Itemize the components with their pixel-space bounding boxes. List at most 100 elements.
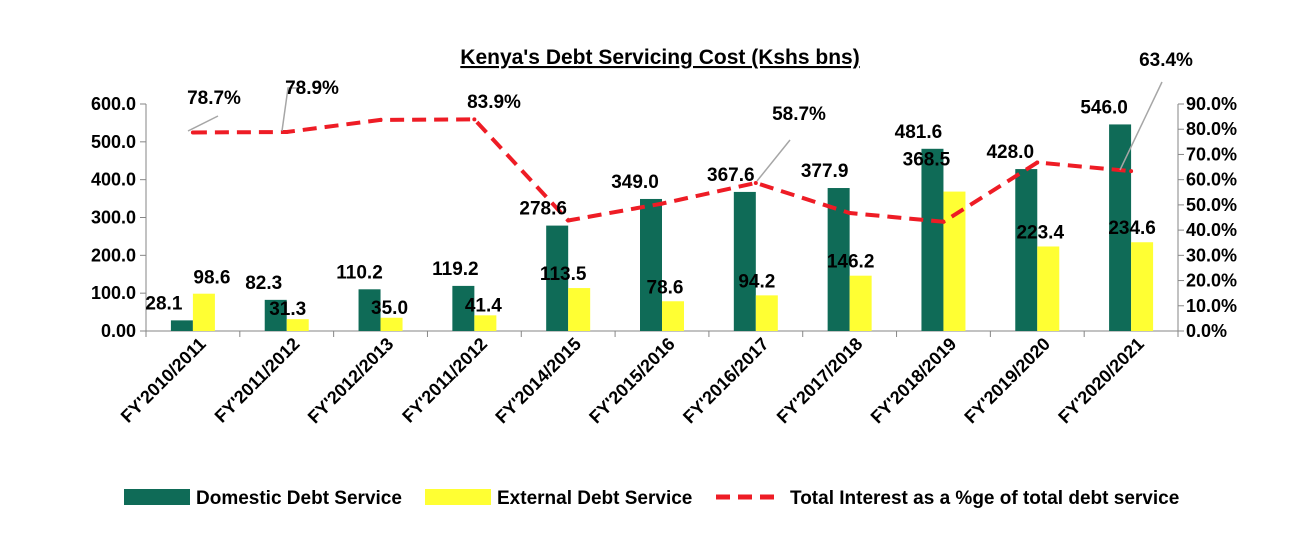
external-data-label: 94.2: [738, 271, 775, 292]
interest-point: [190, 130, 195, 135]
interest-data-label: 78.9%: [285, 78, 339, 99]
y-right-tick-label: 90.0%: [1186, 94, 1237, 114]
domestic-data-label: 82.3: [245, 273, 282, 294]
x-tick-label: FY'2011/2012: [398, 334, 491, 427]
x-tick-label: FY'2012/2013: [304, 334, 398, 428]
external-data-label: 113.5: [540, 264, 587, 285]
interest-line: [190, 117, 1134, 224]
external-data-label: 223.4: [1016, 222, 1064, 243]
y-left-tick-label: 200.0: [91, 245, 136, 265]
legend-swatch-external: [425, 489, 491, 505]
y-right-tick-label: 20.0%: [1186, 271, 1237, 291]
external-data-label: 146.2: [827, 252, 875, 273]
external-data-label: 234.6: [1108, 218, 1156, 239]
y-right-tick-label: 60.0%: [1186, 170, 1237, 190]
interest-data-label: 58.7%: [772, 104, 826, 125]
external-bar: [849, 275, 872, 331]
interest-label-leader: [187, 115, 219, 132]
domestic-data-label: 546.0: [1080, 97, 1128, 118]
domestic-bar: [452, 285, 475, 331]
x-tick-label: FY'2015/2016: [585, 334, 679, 428]
data-labels: 28.1 82.3 110.2 119.2 278.6 349.0 367.6 377.9 48…: [145, 50, 1193, 320]
domestic-data-label: 28.1: [145, 293, 182, 314]
y-right-tick-label: 70.0%: [1186, 144, 1237, 164]
interest-point: [847, 210, 852, 215]
legend-label-interest: Total Interest as a %ge of total debt se…: [790, 488, 1179, 509]
y-left-tick-label: 300.0: [91, 208, 136, 228]
domestic-bar: [921, 148, 944, 331]
interest-point: [753, 180, 758, 185]
legend-label-external: External Debt Service: [497, 488, 692, 509]
domestic-bar: [1109, 124, 1132, 332]
domestic-data-label: 119.2: [432, 259, 479, 280]
external-data-label: 78.6: [647, 277, 684, 298]
interest-point: [472, 117, 477, 122]
external-bar: [1131, 242, 1154, 331]
external-bar: [286, 319, 309, 331]
y-left-tick-label: 100.0: [91, 283, 136, 303]
x-tick-label: FY'2016/2017: [679, 334, 773, 428]
domestic-data-label: 349.0: [611, 172, 659, 193]
legend-label-domestic: Domestic Debt Service: [196, 488, 402, 509]
x-tick-label: FY'2020/2021: [1054, 334, 1148, 428]
y-left-tick-label: 400.0: [91, 170, 136, 190]
domestic-data-label: 367.6: [707, 165, 755, 186]
x-tick-label: FY'2019/2020: [960, 334, 1054, 428]
domestic-bar: [546, 225, 569, 331]
domestic-bar: [733, 191, 756, 331]
interest-point: [378, 117, 383, 122]
interest-point: [660, 201, 664, 206]
x-tick-label: FY'2018/2019: [867, 334, 961, 428]
external-bar: [662, 301, 684, 331]
interest-label-leader: [1119, 81, 1163, 171]
external-data-label: 31.3: [269, 299, 306, 320]
domestic-data-label: 481.6: [895, 122, 943, 143]
external-bar: [1037, 246, 1060, 331]
external-bar: [474, 315, 497, 331]
y-left-tick-label: 0.00: [101, 321, 136, 341]
external-data-label: 41.4: [465, 295, 502, 316]
interest-point: [1129, 169, 1134, 174]
domestic-bar: [358, 289, 381, 331]
x-tick-label: FY'2010/2011: [117, 334, 210, 427]
interest-point: [284, 129, 289, 134]
external-bar: [192, 293, 215, 331]
domestic-data-label: 278.6: [519, 199, 567, 220]
interest-data-label: 83.9%: [467, 92, 521, 113]
interest-point: [941, 219, 946, 224]
interest-data-label: 63.4%: [1139, 50, 1193, 71]
domestic-bar: [264, 299, 287, 331]
domestic-data-label: 428.0: [986, 142, 1034, 163]
legend: Domestic Debt Service External Debt Servi…: [124, 488, 1179, 509]
y-left-tick-label: 500.0: [91, 132, 136, 152]
y-right-tick-label: 80.0%: [1186, 119, 1237, 139]
y-right-tick-label: 40.0%: [1186, 220, 1237, 240]
domestic-data-label: 377.9: [801, 161, 849, 182]
domestic-bar: [1015, 169, 1038, 331]
x-tick-label: FY'2017/2018: [773, 334, 867, 428]
external-bar: [380, 317, 403, 331]
domestic-bar: [640, 198, 662, 331]
domestic-data-label: 110.2: [336, 262, 383, 283]
y-right-tick-label: 50.0%: [1186, 195, 1237, 215]
y-right-tick-label: 0.0%: [1186, 321, 1227, 341]
interest-label-leader: [756, 139, 791, 182]
external-data-label: 98.6: [193, 268, 230, 289]
y-right-tick-label: 30.0%: [1186, 245, 1237, 265]
interest-point: [566, 218, 571, 223]
external-data-label: 368.5: [903, 150, 951, 171]
external-data-label: 35.0: [371, 298, 408, 319]
external-bar: [568, 288, 591, 331]
domestic-bar: [827, 188, 850, 331]
y-right-tick-label: 10.0%: [1186, 296, 1237, 316]
x-tick-label: FY'2011/2012: [211, 334, 304, 427]
external-bar: [755, 295, 778, 331]
y-left-tick-label: 600.0: [91, 94, 136, 114]
domestic-bar: [170, 320, 193, 331]
x-tick-label: FY'2014/2015: [491, 334, 585, 428]
axes: 0.00 100.0 200.0 300.0 400.0 500.0 600.0 0.0% 10…: [91, 94, 1237, 427]
legend-swatch-domestic: [124, 489, 190, 505]
interest-label-leader: [281, 87, 300, 132]
interest-data-label: 78.7%: [187, 88, 241, 109]
